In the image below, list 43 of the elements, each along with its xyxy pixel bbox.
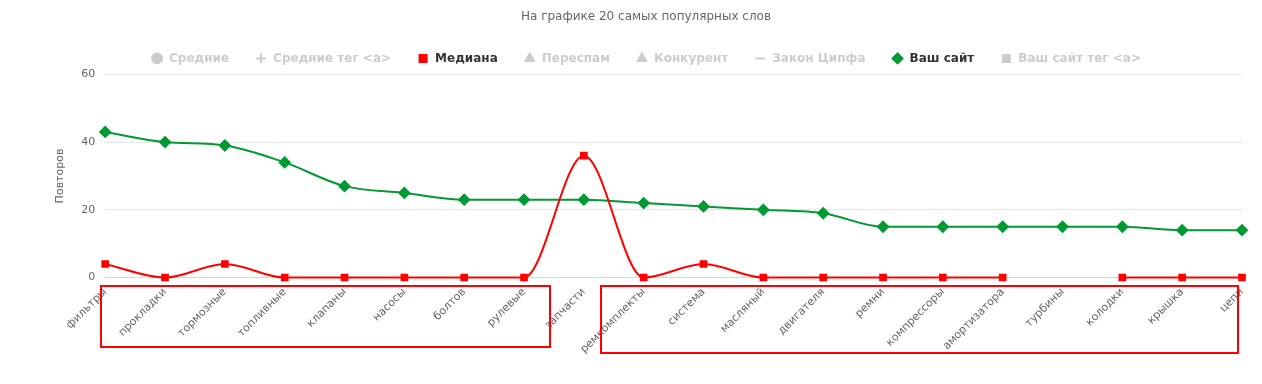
- point: [637, 197, 650, 210]
- y-tick-label: 20: [81, 202, 96, 216]
- point: [218, 139, 231, 152]
- point: [101, 260, 110, 268]
- point: [1056, 220, 1069, 233]
- point: [518, 193, 531, 206]
- point: [338, 180, 351, 193]
- legend-label: Медиана: [435, 50, 498, 65]
- point: [1116, 220, 1129, 233]
- point: [757, 203, 770, 216]
- point: [1238, 273, 1246, 282]
- y-tick-label: 40: [81, 134, 96, 148]
- point: [1176, 224, 1189, 237]
- point: [936, 220, 949, 233]
- point: [1236, 224, 1248, 237]
- y-axis-title: Повторов: [53, 148, 67, 204]
- point: [280, 273, 289, 282]
- point: [996, 220, 1009, 233]
- point: [460, 273, 469, 282]
- point: [99, 125, 112, 138]
- chart-title: На графике 20 самых популярных слов: [520, 9, 772, 24]
- point: [580, 151, 588, 160]
- point: [159, 136, 172, 149]
- point: [639, 273, 648, 282]
- point: [877, 220, 890, 233]
- point: [998, 273, 1007, 282]
- point: [398, 186, 411, 199]
- point: [577, 193, 590, 206]
- y-tick-label: 0: [88, 270, 96, 284]
- point: [520, 273, 528, 282]
- point: [278, 156, 291, 169]
- point: [221, 260, 229, 268]
- legend-label: Ваш сайт: [909, 50, 975, 65]
- y-tick-label: 60: [81, 67, 96, 81]
- point: [939, 273, 947, 282]
- point: [161, 273, 169, 282]
- point: [879, 273, 887, 282]
- point: [697, 200, 710, 213]
- point: [817, 207, 830, 220]
- point: [819, 273, 828, 282]
- point: [458, 193, 471, 206]
- point: [699, 260, 708, 268]
- point: [1178, 273, 1186, 282]
